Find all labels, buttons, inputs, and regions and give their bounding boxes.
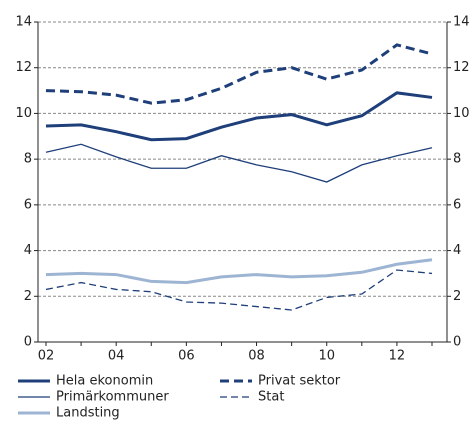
y2-tick-label: 10 <box>453 106 470 121</box>
y-tick-label: 0 <box>24 335 32 350</box>
x-tick-label: 02 <box>38 349 55 364</box>
y-tick-label: 4 <box>24 243 32 258</box>
y-tick-label: 14 <box>15 15 32 30</box>
y-tick-label: 10 <box>15 106 32 121</box>
y-tick-label: 12 <box>15 60 32 75</box>
y2-tick-label: 4 <box>453 243 461 258</box>
x-tick-label: 04 <box>108 349 125 364</box>
y2-tick-label: 8 <box>453 152 461 167</box>
y2-tick-label: 0 <box>453 335 461 350</box>
y2-tick-label: 2 <box>453 289 461 304</box>
legend-label: Hela ekonomin <box>56 374 153 389</box>
x-tick-label: 12 <box>389 349 406 364</box>
series-line <box>45 43 433 105</box>
legend-label: Landsting <box>56 406 120 421</box>
series-line <box>45 143 433 183</box>
x-tick-label: 08 <box>248 349 265 364</box>
y2-tick-label: 12 <box>453 60 470 75</box>
x-tick-label: 10 <box>318 349 335 364</box>
y-tick-label: 2 <box>24 289 32 304</box>
y-tick-label: 8 <box>24 152 32 167</box>
series-line <box>45 91 433 142</box>
legend-label: Primärkommuner <box>56 390 169 405</box>
y2-tick-label: 14 <box>453 15 470 30</box>
y-tick-label: 6 <box>24 197 32 212</box>
legend-label: Stat <box>258 390 284 405</box>
series-line <box>45 258 433 285</box>
x-tick-label: 06 <box>178 349 195 364</box>
y2-tick-label: 6 <box>453 197 461 212</box>
legend-label: Privat sektor <box>258 374 341 389</box>
